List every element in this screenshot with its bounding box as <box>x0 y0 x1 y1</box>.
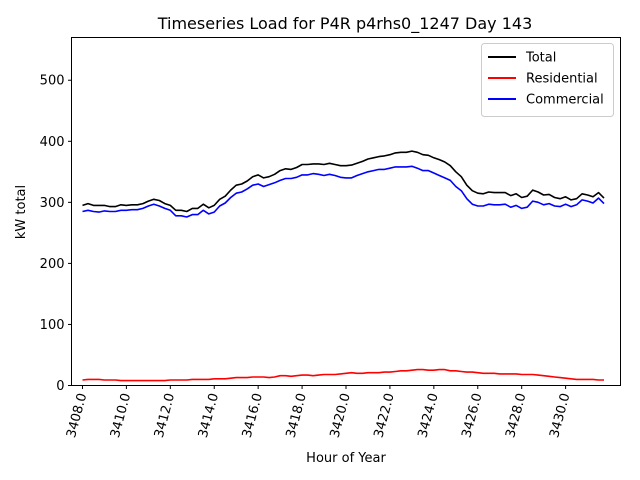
legend-label-commercial: Commercial <box>526 93 604 108</box>
series-lines <box>82 150 605 382</box>
series-line-residential <box>82 368 604 382</box>
x-axis-label: Hour of Year <box>306 451 386 466</box>
y-axis-ticks: 0 100 200 300 400 500 <box>40 74 72 394</box>
y-axis-label: kW total <box>14 185 29 239</box>
y-tick-label: 100 <box>40 318 65 333</box>
legend-label-residential: Residential <box>526 72 598 87</box>
legend: Total Residential Commercial <box>481 43 614 117</box>
y-tick-label: 500 <box>40 74 65 89</box>
y-tick-label: 400 <box>40 135 65 150</box>
y-tick-label: 300 <box>40 196 65 211</box>
chart-title: Timeseries Load for P4R p4rhs0_1247 Day … <box>157 14 533 34</box>
series-line-total <box>82 150 605 213</box>
series-line-commercial <box>82 165 605 218</box>
plot-frame <box>71 37 621 386</box>
y-tick-label: 200 <box>40 257 65 272</box>
y-tick-label: 0 <box>56 379 64 394</box>
legend-label-total: Total <box>525 51 556 66</box>
